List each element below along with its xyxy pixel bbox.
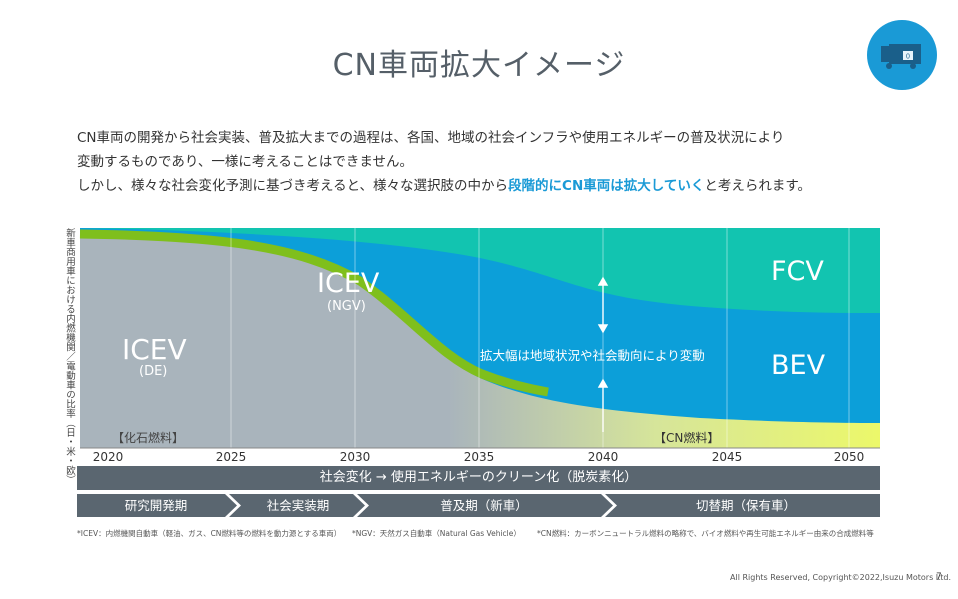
fossil-fuel-label: 【化石燃料】 [112, 431, 185, 445]
area-label-bev: BEV [771, 350, 826, 381]
svg-text:0: 0 [906, 54, 910, 61]
icev-de-area [80, 238, 880, 448]
cn-vehicle-area-chart [79, 228, 880, 449]
area-sublabel-icev-ngv: (NGV) [327, 299, 366, 314]
phase-switchover: 切替期（保有車） [695, 498, 796, 513]
phase-implementation: 社会実装期 [266, 498, 330, 513]
intro-highlight: 段階的にCN車両は拡大していく [508, 178, 705, 194]
range-arrows [597, 276, 609, 432]
page-title: CN車両拡大イメージ [332, 48, 626, 83]
intro-text: CN車両の開発から社会実装、普及拡大までの過程は、各国、地域の社会インフラや使用… [77, 126, 811, 198]
copyright: All Rights Reserved, Copyright©2022,Isuz… [730, 573, 952, 582]
x-tick-label: 2050 [833, 450, 865, 464]
delivery-truck-icon: 0 [881, 44, 921, 69]
area-label-icev-de: ICEV [122, 333, 187, 366]
intro-line: CN車両の開発から社会実装、普及拡大までの過程は、各国、地域の社会インフラや使用… [77, 130, 785, 146]
phase-arrows [77, 494, 880, 517]
chart-y-axis-label: 新車商用車における内燃機関／電動車の比率（日・米・欧） [64, 228, 75, 485]
area-sublabel-icev-de: (DE) [139, 364, 168, 379]
area-label-fcv: FCV [771, 256, 824, 287]
x-tick-label: 2035 [463, 450, 495, 464]
footnote-icev: *ICEV：内燃機関自動車（軽油、ガス、CN燃料等の燃料を動力源とする車両） [77, 529, 342, 538]
intro-line: 変動するものであり、一様に考えることはできません。 [77, 154, 414, 170]
footnote-ngv: *NGV：天然ガス自動車（Natural Gas Vehicle） [352, 529, 521, 538]
x-tick-label: 2030 [339, 450, 371, 464]
area-label-icev-ngv: ICEV [317, 268, 380, 299]
x-tick-label: 2045 [711, 450, 743, 464]
icev-ngv-band [79, 229, 549, 397]
page-number: 7 [936, 572, 942, 582]
social-change-bar: 社会変化 → 使用エネルギーのクリーン化（脱炭素化） [77, 466, 880, 490]
phase-diffusion: 普及期（新車） [440, 498, 528, 513]
truck-badge: 0 [867, 20, 937, 90]
x-tick-label: 2025 [215, 450, 247, 464]
footnote-cn-fuel: *CN燃料：カーボンニュートラル燃料の略称で、バイオ燃料や再生可能エネルギー由来… [537, 529, 874, 538]
range-annotation: 拡大幅は地域状況や社会動向により変動 [480, 348, 705, 363]
x-tick-label: 2020 [92, 450, 124, 464]
intro-line: しかし、様々な社会変化予測に基づき考えると、様々な選択肢の中から段階的にCN車両… [77, 178, 812, 194]
x-tick-label: 2040 [587, 450, 619, 464]
phase-research: 研究開発期 [124, 498, 188, 513]
cn-fuel-label: 【CN燃料】 [654, 431, 720, 445]
